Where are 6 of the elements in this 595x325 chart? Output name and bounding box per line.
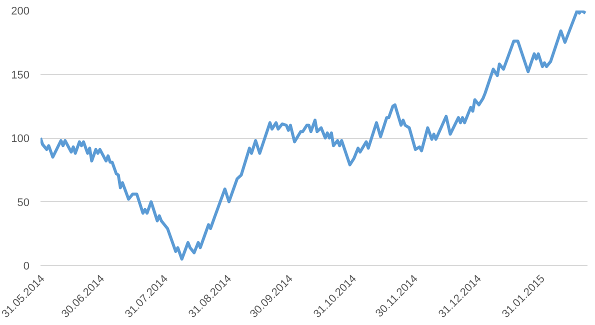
line-series: [40, 10, 587, 261]
y-tick-label: 200: [11, 6, 30, 18]
y-tick-label: 100: [11, 133, 30, 145]
y-tick-label: 0: [23, 260, 30, 272]
y-tick-label: 150: [11, 69, 30, 82]
y-tick-label: 50: [17, 196, 30, 209]
